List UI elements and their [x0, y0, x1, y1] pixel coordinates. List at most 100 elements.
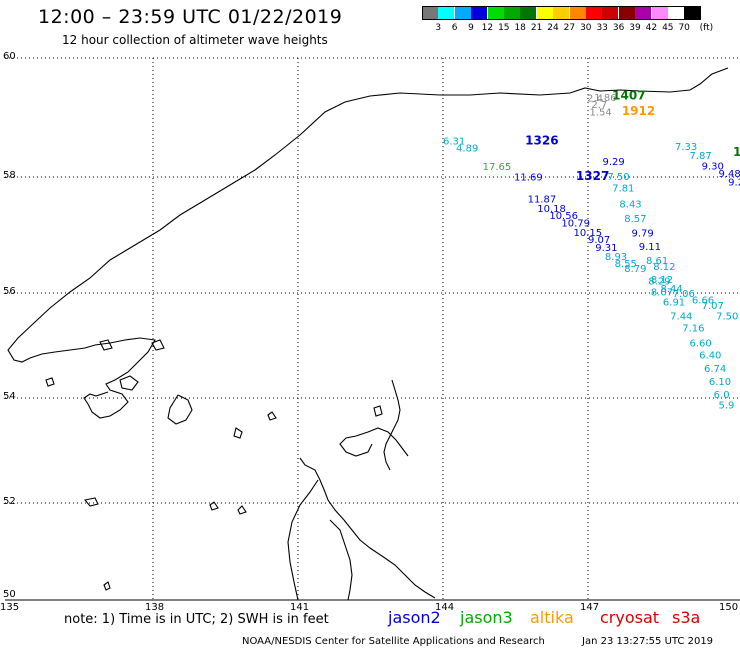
colorbar-unit: (ft) — [699, 23, 714, 33]
wave-height-value: 7.07 — [702, 301, 724, 312]
wave-height-value: 6.74 — [704, 364, 726, 375]
colorbar-swatch — [586, 6, 602, 20]
coastline — [7, 67, 729, 601]
wave-height-value: 11.69 — [514, 172, 543, 183]
wave-height-value: 9.48 — [719, 169, 740, 180]
pass-time-label: 1407 — [612, 89, 645, 103]
lon-label: 135 — [0, 602, 20, 613]
colorbar-frame — [422, 6, 701, 20]
wave-height-value: 7.44 — [670, 311, 692, 322]
pass-time-label: 1326 — [525, 133, 558, 147]
lon-label: 147 — [580, 602, 600, 613]
legend-altika: altika — [530, 608, 574, 627]
wave-height-value: 6.40 — [699, 351, 721, 362]
colorbar-label: 3 — [435, 23, 442, 33]
wave-height-value: 5.9 — [719, 401, 735, 412]
colorbar-label: 27 — [563, 23, 576, 33]
legend-cryosat: cryosat — [600, 608, 660, 627]
colorbar-swatch — [422, 6, 438, 20]
colorbar-label: 42 — [645, 23, 658, 33]
wave-height-value: 7.87 — [690, 151, 712, 162]
wave-height-value: 8.57 — [624, 214, 646, 225]
lon-label: 144 — [435, 602, 455, 613]
wave-height-value: 9.2 — [728, 178, 740, 189]
wave-height-value: 8.07 — [651, 288, 673, 299]
wave-height-value: 1.86 — [594, 93, 616, 104]
colorbar-label: 21 — [530, 23, 543, 33]
wave-height-value: 6.91 — [663, 298, 685, 309]
wave-height-value: 10.56 — [549, 211, 578, 222]
wave-height-value: 7.50 — [716, 311, 738, 322]
colorbar-swatch — [618, 6, 635, 20]
wave-height-value: 8.12 — [651, 275, 673, 286]
colorbar-swatch — [684, 6, 701, 20]
lon-label: 138 — [145, 602, 165, 613]
footer-timestamp: Jan 23 13:27:55 UTC 2019 — [582, 636, 714, 647]
wave-height-value: 7.33 — [675, 142, 697, 153]
colorbar-swatch — [471, 6, 488, 20]
lon-label: 141 — [290, 602, 310, 613]
wave-height-value: 6.10 — [709, 377, 731, 388]
lat-label: 54 — [3, 391, 16, 402]
wave-height-value: 9.07 — [588, 235, 610, 246]
colorbar-label: 45 — [662, 23, 674, 33]
lon-label: 150 — [719, 602, 739, 613]
colorbar-swatch — [635, 6, 652, 20]
lat-label: 56 — [3, 286, 16, 297]
legend-jason3: jason3 — [460, 608, 513, 627]
colorbar-label: 24 — [547, 23, 559, 33]
colorbar-swatch — [438, 6, 455, 20]
colorbar-swatch — [553, 6, 570, 20]
wave-height-value: 6.60 — [690, 339, 712, 350]
legend-jason2: jason2 — [388, 608, 441, 627]
colorbar-label: 15 — [498, 23, 510, 33]
wave-height-value: 7.06 — [673, 289, 695, 300]
observation-layer: 2.41.862.71.546.314.8917.6511.6911.8710.… — [443, 93, 740, 412]
lat-label: 50 — [3, 589, 16, 600]
colorbar-swatch — [520, 6, 537, 20]
colorbar-swatch — [569, 6, 586, 20]
colorbar-swatch — [454, 6, 471, 20]
colorbar-label: 6 — [451, 23, 458, 33]
wave-height-value: 8.55 — [615, 259, 637, 270]
pass-time-label: 1327 — [576, 169, 609, 183]
legend-s3a: s3a — [672, 608, 701, 627]
colorbar-label: 36 — [612, 23, 625, 33]
footer-note: note: 1) Time is in UTC; 2) SWH is in fe… — [64, 612, 329, 627]
wave-height-value: 10.79 — [561, 218, 590, 229]
colorbar-swatch — [668, 6, 684, 20]
colorbar-label: 70 — [678, 23, 690, 33]
lat-label: 52 — [3, 496, 16, 507]
wave-height-value: 8.43 — [619, 200, 641, 211]
wave-height-value: 8.44 — [661, 284, 683, 295]
colorbar-label: 33 — [596, 23, 608, 33]
colorbar-swatch — [487, 6, 504, 20]
page-subtitle: 12 hour collection of altimeter wave hei… — [62, 33, 328, 47]
wave-height-value: 10.15 — [574, 228, 603, 239]
pass-time-label: 1912 — [622, 104, 655, 118]
colorbar-swatch — [651, 6, 668, 20]
wave-height-value: 7.16 — [682, 323, 704, 334]
wave-height-value: 8.61 — [646, 256, 668, 267]
wave-height-value: 9.11 — [639, 242, 661, 253]
wave-height-value: 2.7 — [591, 100, 607, 111]
colorbar-swatch — [536, 6, 553, 20]
wave-height-value: 11.87 — [528, 195, 557, 206]
wave-height-value: 9.30 — [702, 161, 724, 172]
wave-height-value: 10.18 — [537, 204, 566, 215]
colorbar-swatch — [504, 6, 520, 20]
colorbar-label: 30 — [580, 23, 592, 33]
wave-height-value: 8.29 — [648, 276, 670, 287]
wave-height-value: 17.65 — [483, 162, 512, 173]
wave-height-value: 8.93 — [605, 252, 627, 263]
wave-height-value: 2.4 — [587, 93, 603, 104]
wave-height-value: 6.66 — [692, 296, 714, 307]
wave-height-value: 7.50 — [607, 172, 629, 183]
wave-height-value: 8.12 — [653, 262, 675, 273]
wave-height-value: 6.0 — [714, 390, 730, 401]
wave-height-value: 4.89 — [456, 143, 478, 154]
lat-lon-grid — [5, 57, 740, 600]
wave-height-value: 9.29 — [603, 157, 625, 168]
